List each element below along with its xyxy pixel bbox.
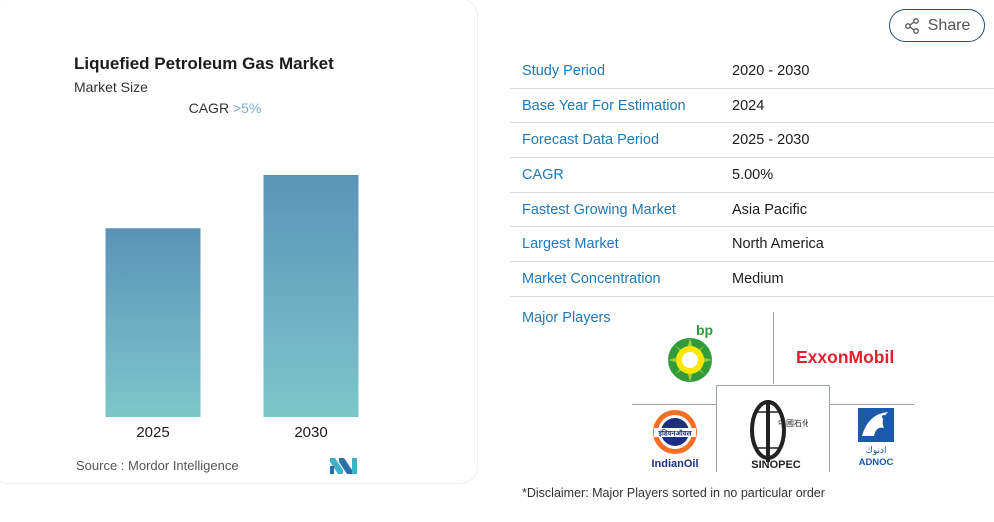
row-key: Forecast Data Period <box>522 132 660 149</box>
chart-title: Liquefied Petroleum Gas Market <box>74 54 334 73</box>
cagr-value: >5% <box>232 100 262 116</box>
row-key: Largest Market <box>522 236 619 253</box>
indianoil-hindi-text: इंडियनऑयल <box>658 429 692 438</box>
indianoil-text: IndianOil <box>651 458 698 470</box>
x-tick-label: 2030 <box>294 424 327 441</box>
chart-card <box>0 0 478 484</box>
bar-2030 <box>263 175 359 417</box>
x-tick-label: 2025 <box>136 424 169 441</box>
row-key: Base Year For Estimation <box>522 97 686 114</box>
row-key: Fastest Growing Market <box>522 201 676 218</box>
row-value: 2024 <box>732 97 765 114</box>
row-value: 2025 - 2030 <box>732 132 810 149</box>
bar-chart: 2025 2030 <box>105 175 359 441</box>
mordor-intelligence-logo-icon <box>330 458 357 474</box>
table-row-study-period: Study Period 2020 - 2030 <box>510 54 994 89</box>
cagr-indicator: CAGR >5% <box>0 100 450 116</box>
chart-subtitle: Market Size <box>74 79 148 95</box>
market-info-table: Study Period 2020 - 2030 Base Year For E… <box>510 54 994 297</box>
row-value: North America <box>732 236 824 253</box>
adnoc-arabic-text: ادنوك <box>865 446 886 456</box>
adnoc-logo-icon[interactable]: ادنوك ADNOC <box>854 406 898 468</box>
svg-text:中國石化: 中國石化 <box>778 418 808 428</box>
disclaimer: *Disclaimer: Major Players sorted in no … <box>522 486 825 500</box>
divider <box>773 312 774 384</box>
divider <box>716 385 830 386</box>
bp-logo-icon[interactable]: bp <box>666 322 722 384</box>
divider <box>829 385 830 472</box>
table-row-largest-market: Largest Market North America <box>510 227 994 263</box>
divider <box>716 385 717 472</box>
row-key: Study Period <box>522 62 606 79</box>
share-button[interactable]: Share <box>889 9 985 42</box>
table-row-market-concentration: Market Concentration Medium <box>510 262 994 297</box>
exxonmobil-logo-icon[interactable]: ExxonMobil <box>794 346 900 368</box>
exxonmobil-text: ExxonMobil <box>796 347 894 367</box>
indianoil-logo-icon[interactable]: इंडियनऑयल IndianOil <box>646 408 704 470</box>
major-players-grid: bp ExxonMobil इंडियनऑयल IndianO <box>632 312 914 472</box>
table-row-cagr: CAGR 5.00% <box>510 158 994 193</box>
row-value: 5.00% <box>732 166 774 183</box>
row-key: Market Concentration <box>522 270 661 287</box>
row-value: Medium <box>732 270 784 287</box>
divider <box>632 404 716 405</box>
sinopec-logo-icon[interactable]: 中國石化 SINOPEC <box>744 396 808 470</box>
chart-source: Source : Mordor Intelligence <box>76 458 239 473</box>
share-label: Share <box>927 16 971 34</box>
major-players-label: Major Players <box>522 310 611 326</box>
adnoc-text: ADNOC <box>859 457 894 468</box>
row-value: 2020 - 2030 <box>732 62 810 79</box>
sinopec-text: SINOPEC <box>751 459 801 470</box>
table-row-fastest-growing: Fastest Growing Market Asia Pacific <box>510 193 994 228</box>
row-value: Asia Pacific <box>732 201 807 218</box>
table-row-base-year: Base Year For Estimation 2024 <box>510 89 994 124</box>
share-icon <box>904 17 919 34</box>
cagr-label: CAGR <box>188 100 230 116</box>
row-key: CAGR <box>522 166 564 183</box>
divider <box>830 404 914 405</box>
bar-2025 <box>105 228 201 417</box>
bp-text: bp <box>696 322 713 338</box>
table-row-forecast-period: Forecast Data Period 2025 - 2030 <box>510 123 994 159</box>
